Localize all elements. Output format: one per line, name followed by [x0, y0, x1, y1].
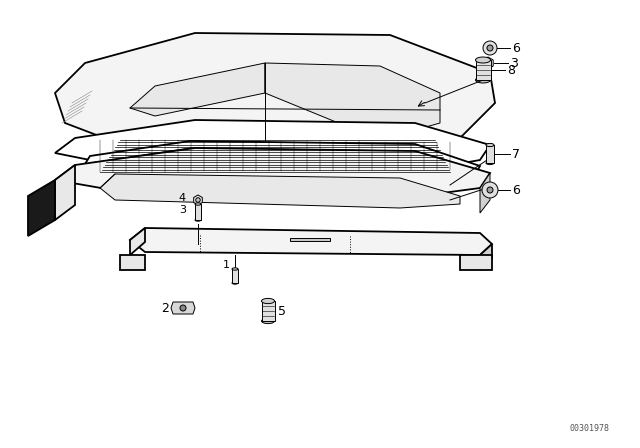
Circle shape — [180, 305, 186, 311]
Text: 3: 3 — [179, 205, 186, 215]
Bar — [486, 145, 494, 163]
Polygon shape — [130, 63, 265, 116]
Polygon shape — [171, 302, 195, 314]
Polygon shape — [100, 174, 460, 208]
Polygon shape — [480, 244, 492, 270]
Text: 8: 8 — [507, 64, 515, 77]
Bar — [476, 60, 491, 80]
Text: 4: 4 — [179, 193, 186, 203]
Polygon shape — [120, 255, 145, 270]
Circle shape — [196, 198, 200, 202]
Circle shape — [483, 41, 497, 55]
Ellipse shape — [262, 319, 275, 323]
Text: 3: 3 — [510, 56, 518, 69]
Polygon shape — [55, 165, 75, 220]
Polygon shape — [55, 148, 490, 200]
Text: 6: 6 — [512, 42, 520, 55]
Ellipse shape — [232, 282, 238, 284]
Text: 00301978: 00301978 — [570, 424, 610, 433]
Polygon shape — [460, 255, 492, 270]
Ellipse shape — [232, 268, 238, 270]
Polygon shape — [130, 228, 145, 255]
Polygon shape — [483, 57, 493, 69]
Polygon shape — [80, 148, 480, 198]
Text: 5: 5 — [278, 305, 286, 318]
Polygon shape — [130, 228, 492, 255]
Ellipse shape — [476, 57, 490, 63]
Text: 6: 6 — [512, 184, 520, 197]
Ellipse shape — [486, 143, 494, 146]
Ellipse shape — [262, 298, 275, 304]
Polygon shape — [80, 141, 480, 193]
Circle shape — [482, 182, 498, 198]
Polygon shape — [194, 195, 202, 205]
Circle shape — [487, 187, 493, 193]
Text: 1: 1 — [223, 260, 230, 270]
Bar — [232, 269, 238, 283]
Ellipse shape — [195, 219, 201, 221]
Polygon shape — [55, 33, 495, 163]
Polygon shape — [55, 120, 490, 176]
Polygon shape — [290, 238, 330, 241]
Circle shape — [485, 60, 491, 66]
Ellipse shape — [486, 161, 494, 164]
Ellipse shape — [195, 203, 201, 205]
Text: 7: 7 — [512, 147, 520, 160]
Circle shape — [487, 45, 493, 51]
Bar — [195, 204, 201, 220]
Text: 2: 2 — [161, 302, 169, 314]
Polygon shape — [28, 180, 55, 236]
Polygon shape — [265, 63, 440, 140]
Ellipse shape — [476, 77, 490, 83]
Polygon shape — [480, 173, 490, 213]
Bar — [262, 301, 275, 321]
